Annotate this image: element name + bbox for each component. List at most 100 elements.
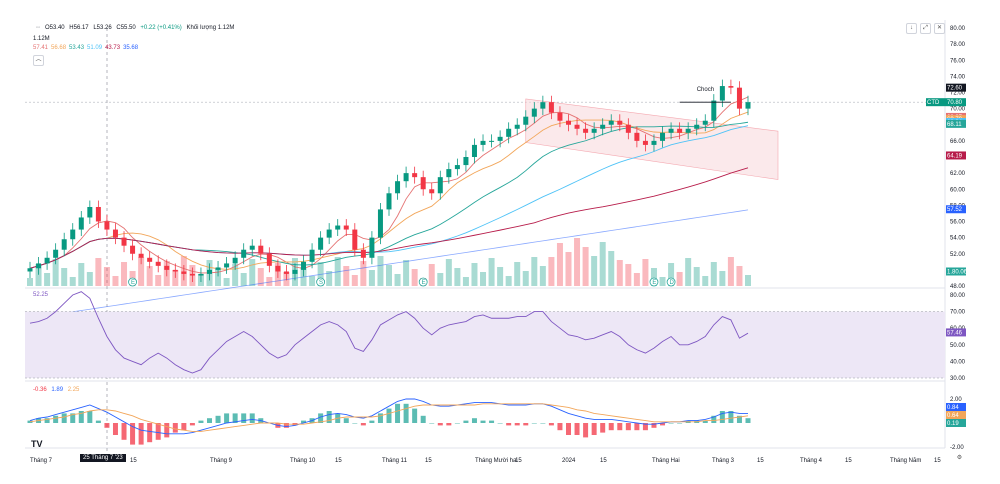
volume-bar — [556, 243, 563, 286]
volume-bar — [368, 270, 375, 286]
collapse-legend-button[interactable]: ︿ — [33, 55, 44, 66]
candle-body — [480, 140, 486, 145]
macd-histogram-bar — [591, 423, 597, 435]
volume-bar — [633, 273, 640, 286]
macd-histogram-bar — [514, 423, 520, 426]
candle-body — [172, 269, 178, 272]
time-tick: 2024 — [562, 458, 576, 464]
macd-histogram-bar — [301, 420, 307, 423]
macd-histogram-bar — [660, 423, 666, 426]
candle-body — [745, 102, 751, 109]
macd-histogram-bar — [429, 423, 435, 424]
volume-bar — [411, 269, 418, 286]
candle-body — [420, 177, 426, 190]
macd-signal-value: 2.25 — [67, 387, 80, 393]
macd-histogram-bar — [112, 423, 118, 435]
candle-body — [95, 206, 101, 222]
macd-histogram-bar — [651, 423, 657, 428]
volume-bar — [240, 273, 247, 286]
macd-histogram-bar — [181, 423, 187, 431]
candle-body — [53, 249, 59, 258]
settings-gear-icon[interactable]: ⚙ — [955, 454, 964, 463]
volume-bar — [172, 270, 179, 286]
macd-histogram-bar — [454, 423, 460, 424]
candle-body — [61, 239, 67, 250]
volume-bar — [103, 267, 110, 286]
macd-histogram-bar — [78, 411, 84, 423]
candle-body — [36, 263, 42, 269]
candle-body — [566, 120, 571, 125]
macd-hist-value: -0.36 — [33, 387, 47, 393]
price-tag — [946, 205, 966, 214]
candle-body — [189, 273, 195, 276]
rsi-tick: 40.00 — [950, 359, 966, 365]
candle-body — [104, 221, 110, 230]
symbol-icon[interactable]: ◦◦ — [36, 25, 41, 31]
rsi-tick: 70.00 — [950, 310, 966, 316]
macd-histogram-bar — [377, 413, 383, 423]
macd-histogram-bar — [44, 418, 50, 423]
macd-histogram-bar — [471, 418, 477, 423]
tradingview-logo-icon[interactable]: TV — [31, 439, 43, 449]
event-marker — [128, 277, 137, 287]
candle-body — [377, 209, 383, 238]
price-tag — [946, 98, 966, 107]
volume-bar — [565, 252, 572, 286]
candle-body — [668, 128, 674, 133]
ma-line-60 — [29, 167, 749, 269]
candle-body — [540, 102, 546, 109]
macd-histogram-bar — [318, 413, 324, 423]
macd-histogram-bar — [548, 423, 554, 426]
price-tag — [946, 267, 966, 276]
candle-body — [574, 124, 580, 129]
volume-bar — [95, 258, 102, 286]
volume-bar — [454, 268, 461, 286]
price-tag-text: 1.80.06 — [947, 269, 968, 275]
macd-tick: -2.00 — [950, 445, 964, 451]
price-axis: 80.0078.0076.0074.0072.0070.0068.0066.00… — [926, 26, 968, 451]
candle-body — [694, 124, 700, 129]
candle-body — [651, 140, 657, 145]
macd-histogram-bar — [104, 423, 110, 428]
macd-histogram-bar — [728, 411, 734, 423]
macd-pane — [27, 398, 751, 445]
close-icon[interactable]: ✕ — [934, 23, 945, 34]
rsi-tick: 50.00 — [950, 343, 966, 349]
time-tick: 15 — [425, 458, 432, 464]
macd-histogram-bar — [138, 423, 144, 445]
candle-body — [463, 157, 469, 166]
price-tick: 54.00 — [950, 236, 966, 242]
volume-bar — [215, 269, 222, 286]
trend-channel — [525, 98, 779, 180]
macd-tag-text: 0.19 — [947, 421, 959, 427]
event-marker — [418, 277, 428, 287]
volume-bar — [710, 262, 717, 286]
price-tick: 52.00 — [950, 252, 966, 258]
candle-body — [429, 189, 435, 194]
macd-histogram-bar — [437, 423, 443, 426]
candle-body — [121, 237, 127, 246]
annotations: Choch E S E E D — [128, 87, 731, 287]
candle-body — [437, 177, 443, 194]
volume-bar — [462, 277, 469, 286]
download-icon[interactable]: ↓ — [906, 23, 917, 34]
price-tag-text: 64.19 — [947, 153, 963, 159]
rsi-line — [29, 291, 749, 374]
volume-bar — [693, 267, 700, 286]
time-tick: Tháng Năm — [890, 458, 921, 464]
candle-body — [326, 229, 332, 238]
candle-body — [215, 267, 221, 270]
fullscreen-icon[interactable]: ⤢ — [920, 23, 931, 34]
volume-bar — [61, 268, 68, 286]
choch-label: Choch — [697, 87, 714, 93]
rsi-tick: 80.00 — [950, 293, 966, 299]
macd-tag — [946, 419, 966, 427]
ma-value-5: 43.73 — [105, 45, 121, 51]
volume-bar — [386, 265, 392, 286]
macd-histogram-bar — [172, 423, 178, 433]
macd-histogram-bar — [215, 415, 221, 423]
candle-body — [292, 269, 298, 274]
macd-histogram-bar — [540, 423, 546, 424]
